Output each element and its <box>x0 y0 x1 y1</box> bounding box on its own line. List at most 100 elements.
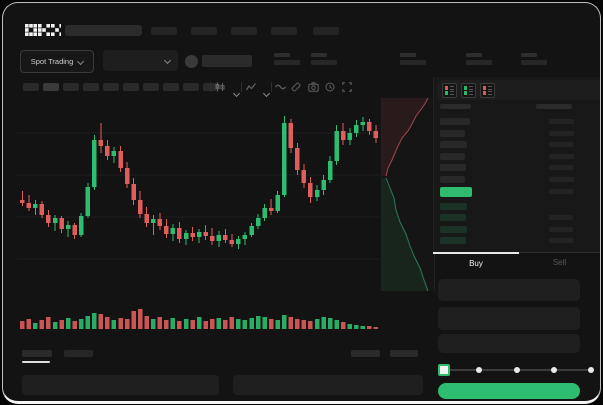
orderbook-panel <box>433 77 600 253</box>
ask-row-2[interactable] <box>434 129 600 137</box>
indicators-icon[interactable] <box>246 82 256 92</box>
last-price-row[interactable] <box>434 186 600 198</box>
bottom-tab-active-underline <box>22 361 50 363</box>
ask-row-1-price <box>440 118 470 125</box>
combined-book-icon[interactable] <box>442 82 457 98</box>
bids-only-icon[interactable] <box>461 82 476 98</box>
okx-logo[interactable] <box>25 24 61 36</box>
bid-row-4-price <box>440 237 466 245</box>
wave-icon[interactable] <box>275 83 286 91</box>
slider-handle[interactable] <box>438 363 450 376</box>
last-price-amount <box>549 188 573 194</box>
bottom-panel-1 <box>22 375 219 395</box>
bottom-tab-2[interactable] <box>64 350 93 357</box>
asks-only-icon[interactable] <box>480 82 495 98</box>
ask-row-3-price <box>440 141 467 149</box>
bottom-tab-1[interactable] <box>22 350 52 357</box>
pair-name-placeholder <box>202 55 252 67</box>
slider-stop-50[interactable] <box>513 366 520 373</box>
amount-slider[interactable] <box>438 363 594 376</box>
slider-stop-25[interactable] <box>476 366 483 373</box>
ask-row-3-amount <box>549 142 573 148</box>
divider <box>210 82 211 92</box>
depth-chart[interactable] <box>381 98 435 291</box>
slider-stop-75[interactable] <box>550 366 557 373</box>
divider <box>271 82 272 92</box>
ask-row-5[interactable] <box>434 164 600 172</box>
bid-row-4-amount <box>549 238 573 244</box>
nav-item-4[interactable] <box>271 27 297 35</box>
bid-row-3[interactable] <box>434 225 600 233</box>
timeframe-1[interactable] <box>23 83 39 91</box>
top-nav <box>151 27 451 35</box>
divider <box>241 82 242 92</box>
draw-icon[interactable] <box>291 82 301 92</box>
bid-row-1[interactable] <box>434 202 600 210</box>
timeframe-9[interactable] <box>183 83 199 91</box>
pair-dropdown[interactable] <box>103 50 178 71</box>
amount-field[interactable] <box>438 307 580 330</box>
range-button-1[interactable] <box>351 350 380 357</box>
bid-row-2-amount <box>549 215 573 221</box>
stat-1 <box>274 53 300 66</box>
alert-icon[interactable] <box>325 82 335 92</box>
timeframe-2[interactable] <box>43 83 59 91</box>
nav-item-3[interactable] <box>231 27 257 35</box>
candle-style-icon[interactable] <box>215 82 225 92</box>
nav-item-5[interactable] <box>313 27 339 35</box>
orderbook-header-amount <box>536 104 572 109</box>
bid-row-3-price <box>440 225 467 233</box>
timeframe-5[interactable] <box>103 83 119 91</box>
bid-row-2-price <box>440 214 466 222</box>
bid-row-2[interactable] <box>434 214 600 222</box>
tab-buy[interactable]: Buy <box>433 252 519 272</box>
nav-item-2[interactable] <box>191 27 217 35</box>
bid-row-4[interactable] <box>434 237 600 245</box>
search-input[interactable] <box>65 25 142 36</box>
market-type-label: Spot Trading <box>30 57 74 66</box>
volume-chart[interactable] <box>17 297 379 331</box>
bottom-panel-2 <box>233 375 423 395</box>
ask-row-3[interactable] <box>434 141 600 149</box>
timeframe-10[interactable] <box>203 83 219 91</box>
bid-row-3-amount <box>549 226 573 232</box>
timeframe-4[interactable] <box>83 83 99 91</box>
total-field[interactable] <box>438 334 580 353</box>
coin-icon <box>185 55 198 68</box>
ask-row-6[interactable] <box>434 176 600 183</box>
ask-row-2-amount <box>549 130 574 136</box>
ask-row-6-price <box>440 176 465 183</box>
trade-tabs: Buy Sell <box>433 252 600 272</box>
timeframe-6[interactable] <box>123 83 139 91</box>
market-type-dropdown[interactable]: Spot Trading <box>20 50 94 73</box>
chevron-down-icon <box>163 56 172 64</box>
ask-row-5-price <box>440 164 466 172</box>
chevron-down-icon <box>77 57 85 65</box>
ask-row-5-amount <box>549 165 573 171</box>
ask-row-1[interactable] <box>434 118 600 125</box>
candlestick-chart[interactable] <box>17 98 379 291</box>
timeframe-7[interactable] <box>143 83 159 91</box>
camera-icon[interactable] <box>308 82 319 92</box>
timeframe-3[interactable] <box>63 83 79 91</box>
ask-row-1-amount <box>549 119 574 124</box>
ask-row-2-price <box>440 129 465 137</box>
ask-row-4-price <box>440 152 465 160</box>
stat-3 <box>400 53 426 66</box>
stat-4 <box>466 53 492 66</box>
price-field[interactable] <box>438 279 580 301</box>
nav-item-1[interactable] <box>151 27 177 35</box>
fullscreen-icon[interactable] <box>342 82 352 92</box>
last-price-highlight <box>440 186 472 197</box>
tab-sell[interactable]: Sell <box>552 257 567 267</box>
ask-row-4[interactable] <box>434 152 600 160</box>
slider-stop-100[interactable] <box>588 366 594 373</box>
buy-submit-button[interactable] <box>438 383 580 399</box>
bid-row-1-price <box>440 202 467 210</box>
timeframe-8[interactable] <box>163 83 179 91</box>
ask-row-4-amount <box>549 153 574 159</box>
stat-2 <box>311 53 337 66</box>
orderbook-view-switcher <box>437 80 600 100</box>
range-button-2[interactable] <box>390 350 418 357</box>
